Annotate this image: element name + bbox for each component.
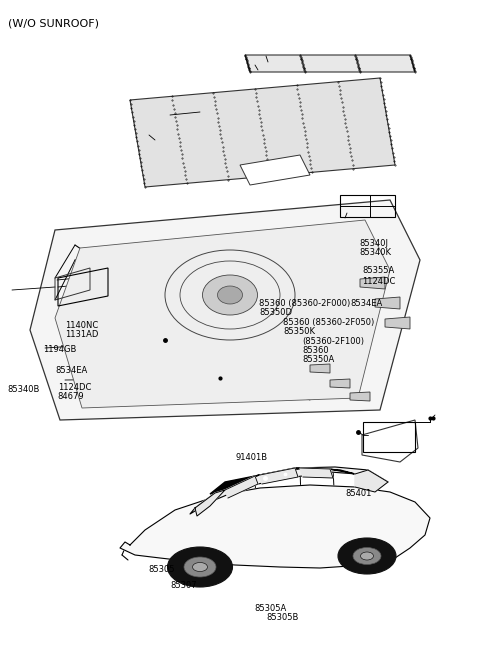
Ellipse shape bbox=[192, 562, 207, 571]
Text: 1131AD: 1131AD bbox=[65, 330, 98, 339]
Polygon shape bbox=[260, 468, 298, 484]
Ellipse shape bbox=[184, 557, 216, 577]
Text: 85355A: 85355A bbox=[362, 266, 395, 276]
Text: 85305B: 85305B bbox=[266, 613, 299, 623]
Text: 8534EA: 8534EA bbox=[55, 366, 87, 375]
Polygon shape bbox=[55, 220, 390, 408]
Polygon shape bbox=[120, 485, 430, 568]
Polygon shape bbox=[190, 467, 388, 514]
Polygon shape bbox=[360, 277, 385, 289]
Ellipse shape bbox=[203, 275, 257, 315]
Text: 85360 (85360-2F000): 85360 (85360-2F000) bbox=[259, 298, 350, 308]
Bar bbox=[340, 195, 395, 217]
Text: 1124DC: 1124DC bbox=[362, 277, 396, 286]
Text: 85360 (85360-2F050): 85360 (85360-2F050) bbox=[283, 318, 374, 327]
Text: 85305A: 85305A bbox=[254, 604, 287, 613]
Text: 85350K: 85350K bbox=[283, 327, 315, 336]
Ellipse shape bbox=[168, 547, 232, 587]
Text: 85350A: 85350A bbox=[302, 355, 335, 364]
Polygon shape bbox=[350, 392, 370, 401]
Text: (W/O SUNROOF): (W/O SUNROOF) bbox=[8, 18, 99, 28]
Text: 8534EA: 8534EA bbox=[350, 298, 383, 308]
Polygon shape bbox=[240, 155, 310, 185]
Polygon shape bbox=[245, 55, 415, 72]
Ellipse shape bbox=[338, 538, 396, 574]
Text: 85340J: 85340J bbox=[359, 239, 388, 248]
Polygon shape bbox=[130, 78, 395, 187]
Text: 85401: 85401 bbox=[346, 489, 372, 498]
Text: 85360: 85360 bbox=[302, 346, 329, 355]
Text: 1140NC: 1140NC bbox=[65, 321, 98, 330]
Text: 1194GB: 1194GB bbox=[43, 345, 77, 354]
Polygon shape bbox=[355, 470, 388, 492]
Text: (85360-2F100): (85360-2F100) bbox=[302, 337, 364, 346]
Polygon shape bbox=[225, 476, 258, 498]
Polygon shape bbox=[330, 379, 350, 388]
Ellipse shape bbox=[217, 286, 242, 304]
Polygon shape bbox=[210, 468, 355, 494]
Text: 84679: 84679 bbox=[58, 392, 84, 401]
Ellipse shape bbox=[353, 548, 381, 565]
Text: 85340B: 85340B bbox=[7, 384, 39, 394]
Polygon shape bbox=[300, 468, 333, 478]
Text: 1124DC: 1124DC bbox=[58, 382, 91, 392]
Polygon shape bbox=[375, 297, 400, 309]
Polygon shape bbox=[385, 317, 410, 329]
Text: 85340K: 85340K bbox=[359, 248, 391, 257]
Polygon shape bbox=[195, 490, 225, 516]
Text: 85307: 85307 bbox=[170, 581, 197, 590]
Polygon shape bbox=[310, 364, 330, 373]
Polygon shape bbox=[30, 200, 420, 420]
Text: 85350D: 85350D bbox=[259, 308, 292, 317]
Bar bbox=[363, 422, 415, 452]
Text: 91401B: 91401B bbox=[235, 453, 267, 462]
Ellipse shape bbox=[360, 552, 373, 560]
Text: 85305: 85305 bbox=[149, 565, 175, 574]
